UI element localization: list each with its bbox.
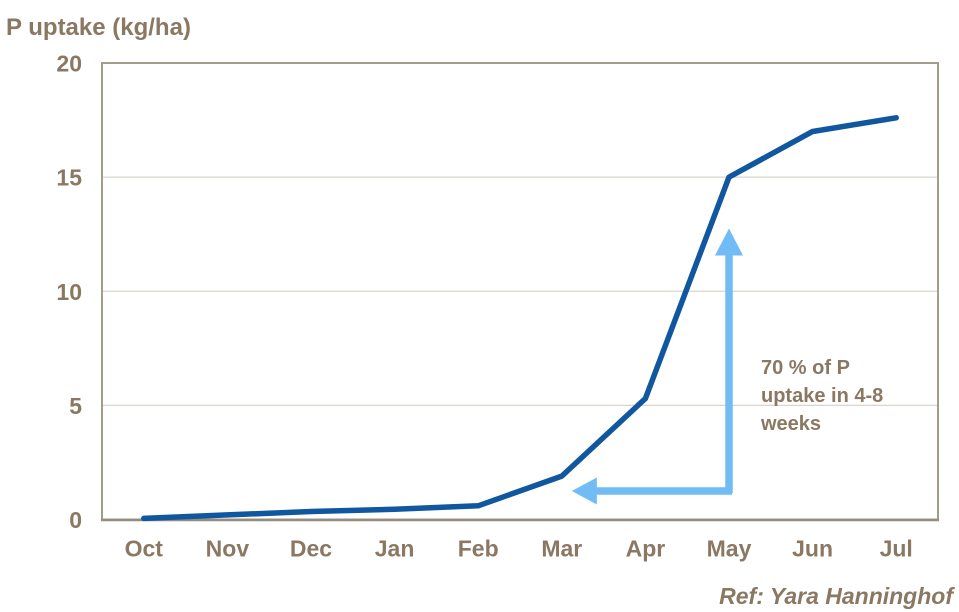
annotation-70-percent: 70 % of P uptake in 4-8 weeks xyxy=(761,357,884,435)
x-axis-tick-label: Feb xyxy=(458,536,499,562)
p-uptake-series-line xyxy=(141,115,899,522)
x-axis-tick-label: Apr xyxy=(626,536,666,562)
reference-note: Ref: Yara Hanninghof xyxy=(719,583,953,609)
y-axis-tick-label: 0 xyxy=(69,507,82,533)
y-axis-tick-label: 15 xyxy=(56,165,82,191)
x-axis-tick-label: Jul xyxy=(880,536,913,562)
x-axis-tick-label: Dec xyxy=(290,536,332,562)
y-axis-tick-label: 20 xyxy=(56,51,82,77)
x-axis-tick-label: Mar xyxy=(541,536,582,562)
x-axis-tick-label: Oct xyxy=(125,536,164,562)
y-axis-tick-label: 10 xyxy=(56,279,82,305)
x-axis-tick-label: Jan xyxy=(375,536,415,562)
x-axis-tick-label: Jun xyxy=(792,536,833,562)
annotation-arrowhead-up-icon xyxy=(715,228,743,256)
annotation-arrowhead-left-icon xyxy=(571,477,597,505)
y-axis-tick-label: 5 xyxy=(69,393,82,419)
x-axis-tick-label: Nov xyxy=(206,536,250,562)
chart-title: P uptake (kg/ha) xyxy=(6,14,191,41)
x-axis-tick-label: May xyxy=(707,536,752,562)
